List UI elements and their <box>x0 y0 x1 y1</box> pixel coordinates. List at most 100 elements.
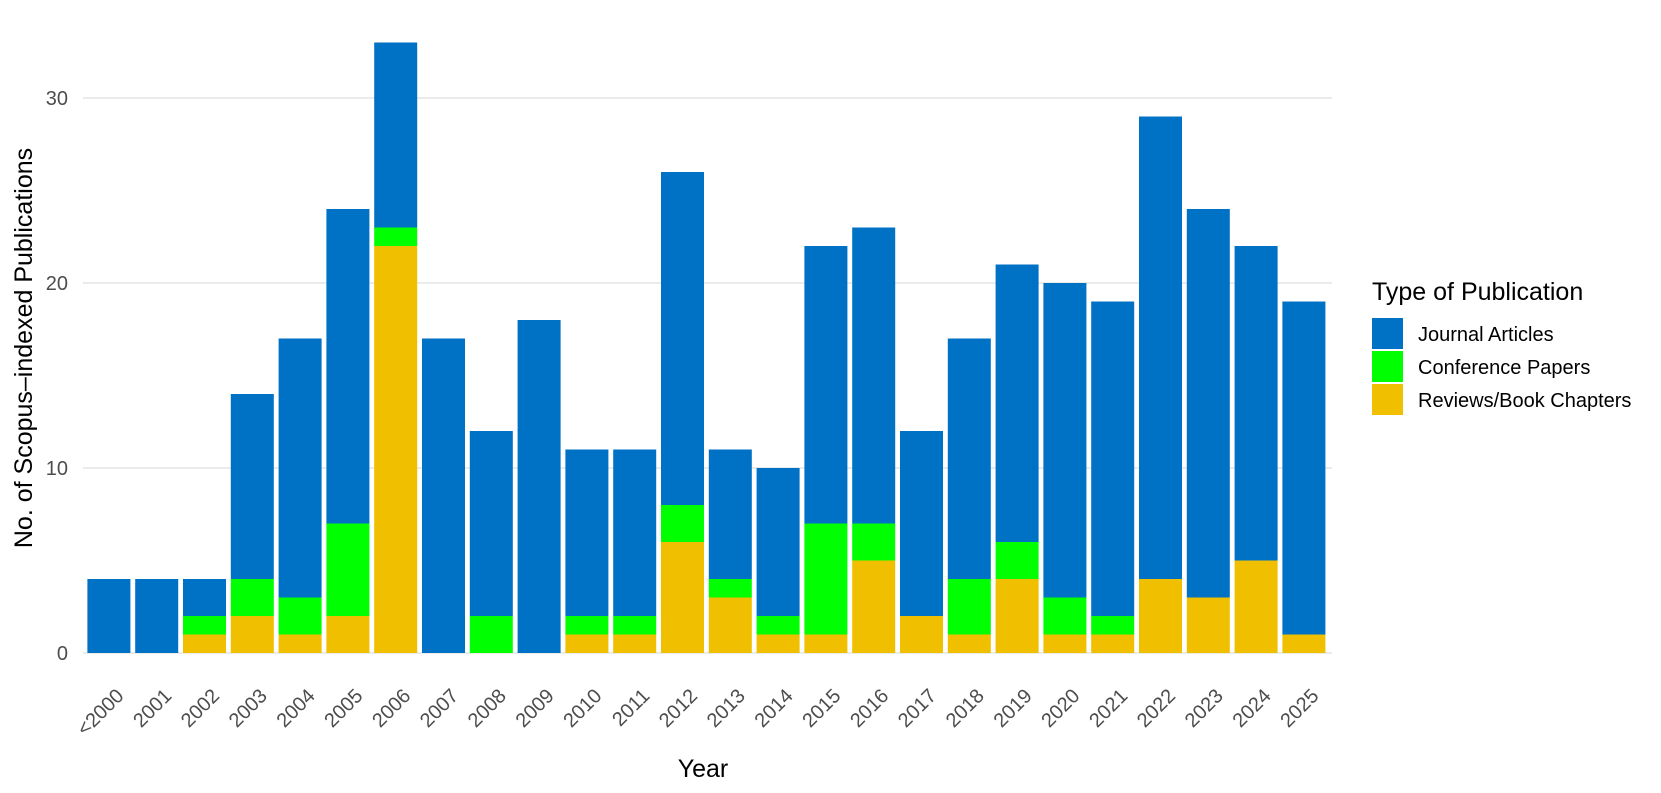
bar-segment <box>374 42 418 228</box>
bar-segment <box>422 338 465 653</box>
bar-segment <box>804 634 848 653</box>
bar-segment <box>517 320 561 653</box>
x-tick-label: 2013 <box>703 685 750 732</box>
bar-segment <box>661 172 704 505</box>
bar-segment <box>756 616 800 635</box>
bar-segment <box>326 616 370 653</box>
bar-segment <box>661 505 704 542</box>
bar-segment <box>1186 209 1230 598</box>
bar-segment <box>852 523 896 561</box>
bar-segment <box>135 579 179 653</box>
x-axis-ticks: <2000 2001 2002 2003 2004 2005 2006 2007 2008 200… <box>73 685 1323 740</box>
bar-segment <box>1282 301 1326 635</box>
bar-segment <box>947 634 991 653</box>
y-axis-title: No. of Scopus–indexed Publications <box>10 148 38 548</box>
x-tick-label: 2016 <box>846 685 893 732</box>
bar-segment <box>565 616 609 635</box>
legend-key <box>1372 318 1403 349</box>
bar-segment <box>756 634 800 653</box>
x-tick-label: 2002 <box>177 685 224 732</box>
x-axis-title: Year <box>678 755 729 783</box>
x-tick-label: 2006 <box>368 685 415 732</box>
y-tick-label: 30 <box>46 88 68 110</box>
bar-segment <box>947 338 991 579</box>
legend: Type of Publication Journal Articles Conf… <box>1372 278 1631 415</box>
bar-segment <box>230 394 274 579</box>
legend-key <box>1372 384 1403 415</box>
x-tick-label: <2000 <box>73 685 128 740</box>
bar-segment <box>995 579 1039 653</box>
bar-segment <box>708 449 752 579</box>
bar-segment <box>183 579 226 616</box>
bar-segment <box>1091 301 1135 616</box>
legend-label: Reviews/Book Chapters <box>1418 390 1631 412</box>
legend-label: Conference Papers <box>1418 357 1590 379</box>
x-tick-label: 2004 <box>273 685 320 732</box>
bar-segment <box>756 468 800 616</box>
legend-key <box>1372 351 1403 382</box>
legend-title: Type of Publication <box>1372 278 1583 306</box>
bar-segment <box>613 616 657 635</box>
x-tick-label: 2012 <box>655 685 702 732</box>
bars <box>87 42 1326 653</box>
bar-segment <box>326 209 370 524</box>
bar-segment <box>804 246 848 524</box>
bar-segment <box>995 264 1039 542</box>
bar-segment <box>1282 634 1326 653</box>
bar-segment <box>278 597 322 635</box>
bar-segment <box>708 579 752 598</box>
bar-segment <box>278 338 322 598</box>
bar-segment <box>565 449 609 616</box>
bar-segment <box>661 542 704 653</box>
x-tick-label: 2003 <box>225 685 272 732</box>
bar-segment <box>947 579 991 635</box>
bar-segment <box>278 634 322 653</box>
bar-segment <box>804 523 848 635</box>
bar-segment <box>995 542 1039 579</box>
x-tick-label: 2001 <box>129 685 176 732</box>
x-tick-label: 2008 <box>464 685 511 732</box>
y-tick-label: 20 <box>46 273 68 295</box>
x-tick-label: 2020 <box>1037 685 1084 732</box>
x-tick-label: 2025 <box>1276 685 1323 732</box>
y-tick-label: 10 <box>46 458 68 480</box>
x-tick-label: 2011 <box>608 685 654 731</box>
x-tick-label: 2010 <box>559 685 606 732</box>
bar-segment <box>565 634 609 653</box>
bar-segment <box>900 616 943 653</box>
y-tick-label: 0 <box>57 643 68 665</box>
x-tick-label: 2022 <box>1133 685 1180 732</box>
bar-segment <box>1043 634 1087 653</box>
bar-segment <box>469 431 513 616</box>
y-axis-ticks: 0 10 20 30 <box>46 88 68 665</box>
bar-segment <box>469 616 513 653</box>
bar-segment <box>708 597 752 653</box>
bar-segment <box>900 431 943 616</box>
x-tick-label: 2018 <box>942 685 989 732</box>
bar-segment <box>374 227 418 246</box>
bar-segment <box>1091 634 1135 653</box>
bar-segment <box>230 616 274 653</box>
x-tick-label: 2023 <box>1181 685 1228 732</box>
x-tick-label: 2015 <box>798 685 845 732</box>
bar-segment <box>1043 597 1087 635</box>
bar-segment <box>1091 616 1135 635</box>
x-tick-label: 2009 <box>512 685 559 732</box>
bar-segment <box>230 579 274 616</box>
bar-segment <box>1043 283 1087 598</box>
bar-segment <box>852 227 896 524</box>
bar-segment <box>613 449 657 616</box>
legend-label: Journal Articles <box>1418 324 1554 346</box>
bar-segment <box>852 560 896 653</box>
x-tick-label: 2019 <box>990 685 1037 732</box>
x-tick-label: 2017 <box>894 685 941 732</box>
x-tick-label: 2007 <box>416 685 463 732</box>
bar-segment <box>1139 116 1182 579</box>
bar-segment <box>1234 560 1278 653</box>
x-tick-label: 2021 <box>1085 685 1132 732</box>
bar-segment <box>1186 597 1230 653</box>
bar-segment <box>326 523 370 616</box>
x-tick-label: 2005 <box>320 685 367 732</box>
bar-segment <box>183 634 226 653</box>
